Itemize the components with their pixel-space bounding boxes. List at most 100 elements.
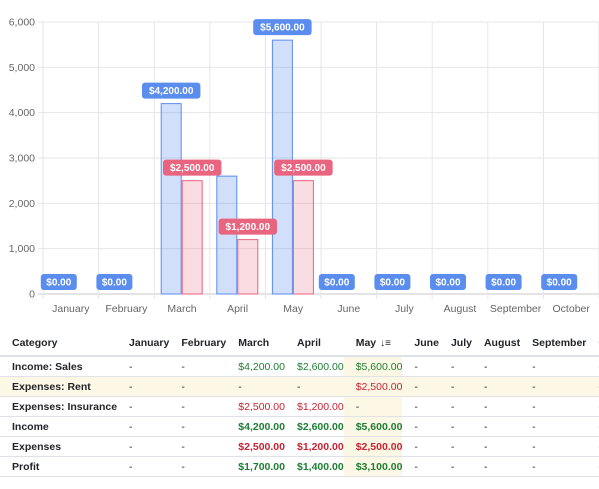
- table-cell: -: [169, 356, 227, 377]
- bar: [292, 180, 314, 295]
- column-header-label: March: [238, 336, 270, 349]
- table-cell: -: [343, 396, 403, 417]
- column-header-june[interactable]: June: [402, 330, 439, 357]
- column-header-april[interactable]: April: [284, 330, 344, 357]
- table-cell: -: [471, 456, 521, 477]
- table-row: Income: Sales - - $4,200.00 $2,600.00 $5,600.…: [0, 356, 599, 377]
- table-cell: $3,100.00: [343, 456, 403, 477]
- table-cell: -: [586, 396, 599, 417]
- data-label-text: $0.00: [491, 278, 516, 289]
- table-cell: -: [471, 376, 521, 397]
- table-cell: -: [438, 376, 472, 397]
- data-label: $4,200.00: [142, 82, 201, 99]
- y-tick-label: 4,000: [9, 107, 35, 119]
- column-header-march[interactable]: March: [226, 330, 285, 357]
- data-label-box: [40, 274, 77, 290]
- x-tick-label: February: [105, 303, 148, 315]
- sort-descending-icon[interactable]: ↓≡: [380, 337, 391, 349]
- column-header-january[interactable]: January: [117, 330, 170, 357]
- data-label-box: [142, 82, 201, 99]
- table-cell: $2,500.00: [226, 436, 285, 457]
- data-label-box: [96, 274, 133, 290]
- data-label: $0.00: [485, 274, 522, 290]
- table-cell: -: [586, 456, 599, 477]
- table-row: Expenses: Insurance - - $2,500.00 $1,200.00-…: [0, 396, 599, 417]
- table-cell: $4,200.00: [226, 356, 285, 377]
- bar-chart: 0 1,000 2,000 3,000 4,000 5,000 6,000 January Fe…: [9, 17, 599, 315]
- column-header-category[interactable]: Category: [0, 330, 118, 357]
- table-cell: -: [438, 416, 472, 437]
- column-header-label: July: [450, 336, 472, 349]
- data-label-box: [485, 274, 522, 290]
- bar: [237, 239, 259, 295]
- bar: [216, 175, 238, 295]
- data-label-text: $0.00: [102, 278, 127, 289]
- column-header-label: May: [355, 336, 377, 349]
- table-cell: $2,500.00: [226, 396, 285, 417]
- table-cell: $2,600.00: [284, 416, 344, 437]
- table-cell: -: [586, 416, 599, 437]
- table-cell: -: [586, 436, 599, 457]
- report-table-container: Category January February March April May ↓≡ Ju…: [0, 330, 599, 489]
- column-header-label: February: [181, 336, 227, 349]
- table-cell: -: [117, 356, 170, 377]
- column-header-july[interactable]: July: [438, 330, 472, 357]
- data-label: $0.00: [430, 274, 466, 290]
- column-header-september[interactable]: September: [520, 330, 587, 357]
- table-cell: -: [586, 356, 599, 377]
- data-label-box: [163, 159, 222, 176]
- data-label-box: [430, 274, 466, 290]
- table-cell: -: [520, 356, 587, 377]
- table-cell: $2,600.00: [284, 356, 344, 377]
- column-header-label: September: [532, 336, 587, 349]
- table-cell: -: [284, 376, 344, 397]
- column-header-label: April: [296, 336, 321, 349]
- data-label-text: $2,500.00: [281, 163, 326, 174]
- row-label: Profit: [0, 456, 118, 477]
- table-cell: -: [402, 456, 439, 477]
- x-tick-label: May: [283, 303, 304, 315]
- row-label: Income: Sales: [0, 356, 118, 377]
- table-header-row: Category January February March April May ↓≡ Ju…: [0, 330, 599, 357]
- column-header-may[interactable]: May ↓≡: [343, 330, 403, 357]
- x-tick-label: June: [337, 303, 360, 315]
- table-cell: -: [402, 436, 439, 457]
- data-label: $0.00: [318, 274, 355, 290]
- row-label: Expenses: [0, 436, 118, 457]
- column-header-label: June: [414, 336, 439, 349]
- x-tick-label: September: [490, 303, 542, 315]
- column-header-february[interactable]: February: [169, 330, 227, 357]
- table-cell: -: [471, 356, 521, 377]
- table-cell: -: [471, 416, 521, 437]
- column-header-october[interactable]: October: [586, 330, 599, 357]
- data-label: $0.00: [374, 274, 411, 290]
- x-tick-label: August: [444, 303, 477, 315]
- table-cell: -: [117, 436, 170, 457]
- table-cell: -: [169, 416, 227, 437]
- table-cell: $5,600.00: [343, 356, 403, 377]
- table-cell: $2,500.00: [343, 376, 403, 397]
- y-tick-label: 1,000: [9, 243, 35, 255]
- data-label: $2,500.00: [163, 159, 222, 176]
- column-header-label: Category: [12, 336, 58, 349]
- report-table: Category January February March April May ↓≡ Ju…: [0, 330, 599, 477]
- table-cell: -: [402, 416, 439, 437]
- data-label: $0.00: [96, 274, 133, 290]
- table-cell: -: [169, 376, 227, 397]
- bar: [181, 180, 203, 295]
- table-cell: -: [117, 456, 170, 477]
- column-header-august[interactable]: August: [471, 330, 521, 357]
- data-label-text: $0.00: [547, 278, 572, 289]
- table-cell: -: [520, 456, 587, 477]
- table-cell: -: [402, 396, 439, 417]
- x-tick-label: January: [52, 303, 90, 315]
- data-label-text: $1,200.00: [226, 222, 271, 233]
- table-row: Expenses - - $2,500.00 $1,200.00 $2,500.00- - -…: [0, 436, 599, 457]
- data-label-text: $4,200.00: [149, 86, 194, 97]
- table-cell: -: [226, 376, 285, 397]
- table-cell: -: [117, 396, 170, 417]
- data-label-box: [541, 274, 578, 290]
- table-cell: $1,400.00: [284, 456, 344, 477]
- data-label-box: [218, 218, 277, 235]
- table-cell: -: [402, 356, 439, 377]
